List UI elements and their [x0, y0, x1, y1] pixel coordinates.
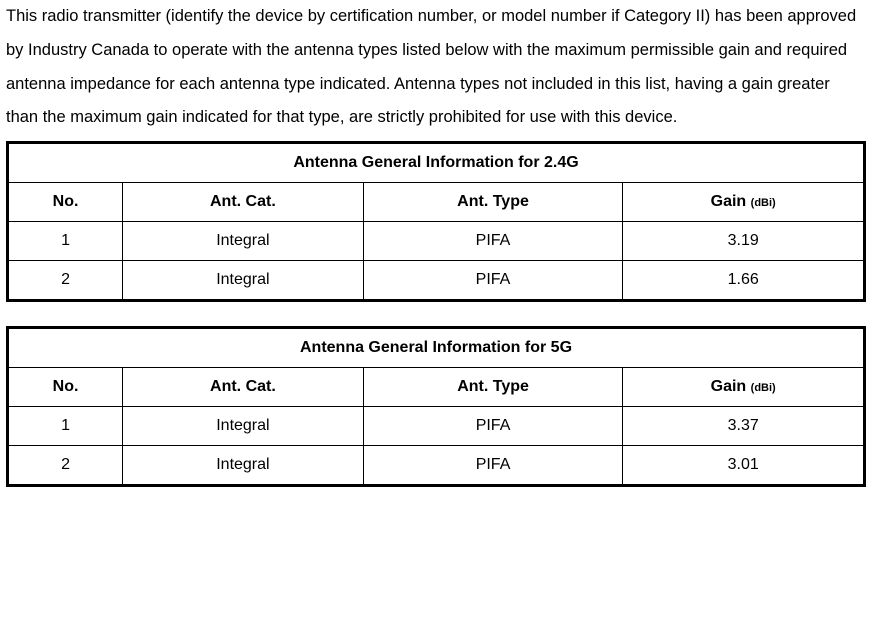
cell-cat: Integral — [123, 446, 364, 486]
cell-cat: Integral — [123, 261, 364, 301]
cell-type: PIFA — [363, 261, 623, 301]
table-header-row: No. Ant. Cat. Ant. Type Gain (dBi) — [8, 368, 865, 407]
col-ant-type: Ant. Type — [363, 183, 623, 222]
table-title-row: Antenna General Information for 2.4G — [8, 143, 865, 183]
cell-gain: 3.01 — [623, 446, 865, 486]
antenna-table-5g: Antenna General Information for 5G No. A… — [6, 326, 866, 487]
cell-gain: 3.37 — [623, 407, 865, 446]
col-ant-cat: Ant. Cat. — [123, 368, 364, 407]
cell-cat: Integral — [123, 407, 364, 446]
antenna-table-24g: Antenna General Information for 2.4G No.… — [6, 141, 866, 302]
col-ant-type: Ant. Type — [363, 368, 623, 407]
cell-no: 1 — [8, 222, 123, 261]
table-title-row: Antenna General Information for 5G — [8, 328, 865, 368]
spacer — [6, 302, 866, 326]
table-row: 1 Integral PIFA 3.37 — [8, 407, 865, 446]
gain-unit: (dBi) — [751, 382, 776, 394]
col-gain: Gain (dBi) — [623, 368, 865, 407]
col-gain: Gain (dBi) — [623, 183, 865, 222]
table-header-row: No. Ant. Cat. Ant. Type Gain (dBi) — [8, 183, 865, 222]
cell-gain: 3.19 — [623, 222, 865, 261]
col-no: No. — [8, 368, 123, 407]
gain-unit: (dBi) — [751, 197, 776, 209]
cell-no: 2 — [8, 261, 123, 301]
cell-cat: Integral — [123, 222, 364, 261]
cell-no: 1 — [8, 407, 123, 446]
table-row: 2 Integral PIFA 1.66 — [8, 261, 865, 301]
col-no: No. — [8, 183, 123, 222]
table-title: Antenna General Information for 5G — [8, 328, 865, 368]
table-row: 2 Integral PIFA 3.01 — [8, 446, 865, 486]
cell-no: 2 — [8, 446, 123, 486]
cell-type: PIFA — [363, 407, 623, 446]
table-row: 1 Integral PIFA 3.19 — [8, 222, 865, 261]
table-title: Antenna General Information for 2.4G — [8, 143, 865, 183]
cell-type: PIFA — [363, 446, 623, 486]
intro-paragraph: This radio transmitter (identify the dev… — [6, 0, 866, 135]
cell-gain: 1.66 — [623, 261, 865, 301]
cell-type: PIFA — [363, 222, 623, 261]
col-ant-cat: Ant. Cat. — [123, 183, 364, 222]
